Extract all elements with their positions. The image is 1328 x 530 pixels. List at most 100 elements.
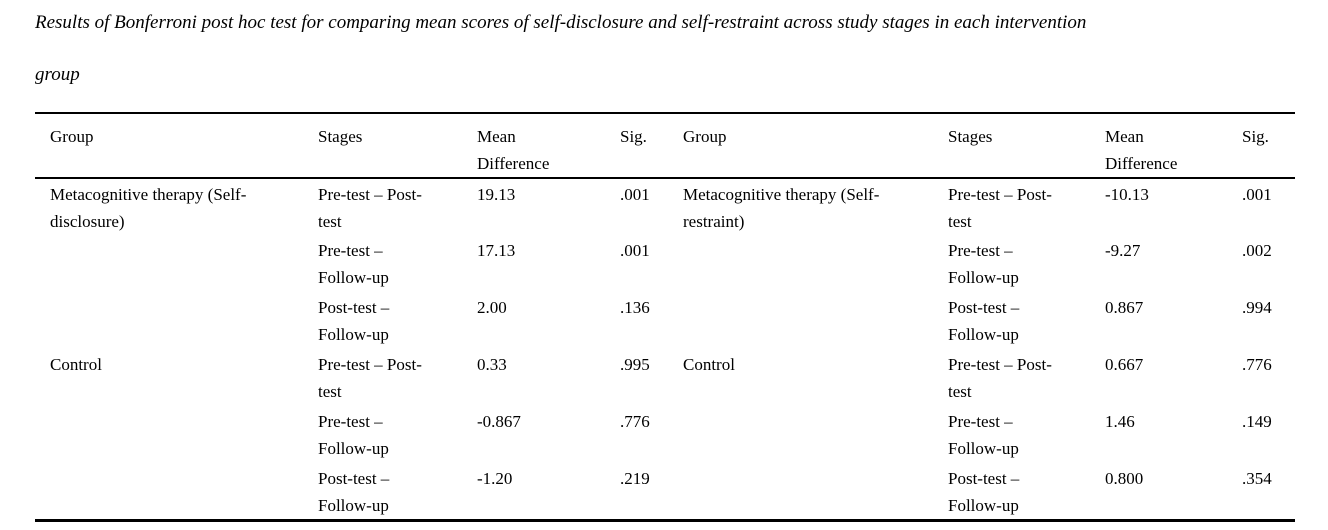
sig-value: .776: [1242, 355, 1272, 374]
column-header-sig-right: Sig.: [1242, 113, 1295, 179]
group-cell: [683, 463, 948, 521]
stages-value: Post-test – Follow-up: [948, 469, 1020, 515]
group-value: Metacognitive therapy (Self-restraint): [683, 185, 880, 231]
group-cell: [683, 235, 948, 292]
group-cell: Metacognitive therapy (Self-restraint): [683, 178, 948, 235]
table-caption-line1: Results of Bonferroni post hoc test for …: [35, 12, 1087, 33]
column-header-group-left: Group: [35, 113, 318, 179]
stages-cell: Post-test – Follow-up: [948, 463, 1105, 521]
group-cell: [35, 292, 318, 349]
column-header-mean-difference-right-label: Mean Difference: [1105, 127, 1178, 173]
column-header-group-right-label: Group: [683, 127, 727, 146]
column-header-group-left-label: Group: [50, 127, 94, 146]
mean-difference-cell: 2.00: [477, 292, 620, 349]
sig-value: .002: [1242, 241, 1272, 260]
stages-cell: Pre-test – Follow-up: [948, 235, 1105, 292]
stages-cell: Pre-test – Follow-up: [318, 235, 477, 292]
stages-cell: Post-test – Follow-up: [948, 292, 1105, 349]
table-row: Metacognitive therapy (Self-disclosure) …: [35, 178, 1295, 235]
mean-difference-cell: 0.867: [1105, 292, 1242, 349]
sig-cell: .001: [620, 235, 683, 292]
stages-value: Pre-test – Post-test: [948, 185, 1052, 231]
group-cell: [35, 406, 318, 463]
mean-difference-cell: -9.27: [1105, 235, 1242, 292]
table-row: Post-test – Follow-up 2.00 .136 Post-tes…: [35, 292, 1295, 349]
sig-value: .994: [1242, 298, 1272, 317]
stages-value: Pre-test – Follow-up: [318, 412, 389, 458]
sig-value: .001: [1242, 185, 1272, 204]
column-header-stages-right-label: Stages: [948, 127, 993, 146]
sig-cell: .219: [620, 463, 683, 521]
group-cell: [35, 463, 318, 521]
column-header-sig-left-label: Sig.: [620, 127, 647, 146]
sig-value: .219: [620, 469, 650, 488]
mean-difference-value: 0.867: [1105, 298, 1144, 317]
group-cell: [35, 235, 318, 292]
table-header-row: Group Stages Mean Difference Sig. Group …: [35, 113, 1295, 179]
stages-cell: Pre-test – Post-test: [318, 349, 477, 406]
group-value: Control: [50, 355, 102, 374]
stages-cell: Pre-test – Post-test: [318, 178, 477, 235]
stages-value: Pre-test – Follow-up: [318, 241, 389, 287]
sig-cell: .136: [620, 292, 683, 349]
column-header-mean-difference-left: Mean Difference: [477, 113, 620, 179]
column-header-group-right: Group: [683, 113, 948, 179]
sig-value: .354: [1242, 469, 1272, 488]
table-caption: Results of Bonferroni post hoc test for …: [35, 8, 1295, 112]
column-header-sig-left: Sig.: [620, 113, 683, 179]
mean-difference-cell: 0.33: [477, 349, 620, 406]
mean-difference-value: 2.00: [477, 298, 507, 317]
mean-difference-cell: 0.667: [1105, 349, 1242, 406]
sig-value: .001: [620, 185, 650, 204]
stages-value: Pre-test – Post-test: [948, 355, 1052, 401]
stages-value: Pre-test – Post-test: [318, 355, 422, 401]
stages-cell: Post-test – Follow-up: [318, 292, 477, 349]
mean-difference-cell: -1.20: [477, 463, 620, 521]
group-cell: Control: [683, 349, 948, 406]
sig-cell: .994: [1242, 292, 1295, 349]
mean-difference-cell: -10.13: [1105, 178, 1242, 235]
mean-difference-cell: 1.46: [1105, 406, 1242, 463]
stages-cell: Pre-test – Post-test: [948, 178, 1105, 235]
stages-value: Pre-test – Follow-up: [948, 412, 1019, 458]
mean-difference-value: 19.13: [477, 185, 516, 204]
column-header-stages-right: Stages: [948, 113, 1105, 179]
sig-cell: .776: [1242, 349, 1295, 406]
stages-value: Post-test – Follow-up: [318, 298, 390, 344]
column-header-mean-difference-left-label: Mean Difference: [477, 127, 550, 173]
group-cell: [683, 292, 948, 349]
sig-cell: .002: [1242, 235, 1295, 292]
stages-cell: Pre-test – Follow-up: [318, 406, 477, 463]
sig-cell: .149: [1242, 406, 1295, 463]
stages-value: Post-test – Follow-up: [948, 298, 1020, 344]
stages-cell: Pre-test – Post-test: [948, 349, 1105, 406]
table-row: Pre-test – Follow-up 17.13 .001 Pre-test…: [35, 235, 1295, 292]
mean-difference-value: -10.13: [1105, 185, 1149, 204]
mean-difference-value: -9.27: [1105, 241, 1141, 260]
stages-cell: Post-test – Follow-up: [318, 463, 477, 521]
bonferroni-results-table: Group Stages Mean Difference Sig. Group …: [35, 112, 1295, 522]
stages-value: Post-test – Follow-up: [318, 469, 390, 515]
table-row: Post-test – Follow-up -1.20 .219 Post-te…: [35, 463, 1295, 521]
mean-difference-value: 0.33: [477, 355, 507, 374]
group-cell: Metacognitive therapy (Self-disclosure): [35, 178, 318, 235]
mean-difference-value: 1.46: [1105, 412, 1135, 431]
sig-value: .149: [1242, 412, 1272, 431]
group-value: Metacognitive therapy (Self-disclosure): [50, 185, 247, 231]
mean-difference-value: -1.20: [477, 469, 513, 488]
mean-difference-cell: 19.13: [477, 178, 620, 235]
table-row: Control Pre-test – Post-test 0.33 .995 C…: [35, 349, 1295, 406]
mean-difference-cell: 0.800: [1105, 463, 1242, 521]
mean-difference-value: 0.667: [1105, 355, 1144, 374]
group-cell: [683, 406, 948, 463]
sig-cell: .995: [620, 349, 683, 406]
mean-difference-cell: 17.13: [477, 235, 620, 292]
sig-cell: .001: [1242, 178, 1295, 235]
mean-difference-value: 0.800: [1105, 469, 1144, 488]
column-header-stages-left-label: Stages: [318, 127, 363, 146]
column-header-mean-difference-right: Mean Difference: [1105, 113, 1242, 179]
mean-difference-value: 17.13: [477, 241, 516, 260]
sig-value: .001: [620, 241, 650, 260]
mean-difference-cell: -0.867: [477, 406, 620, 463]
